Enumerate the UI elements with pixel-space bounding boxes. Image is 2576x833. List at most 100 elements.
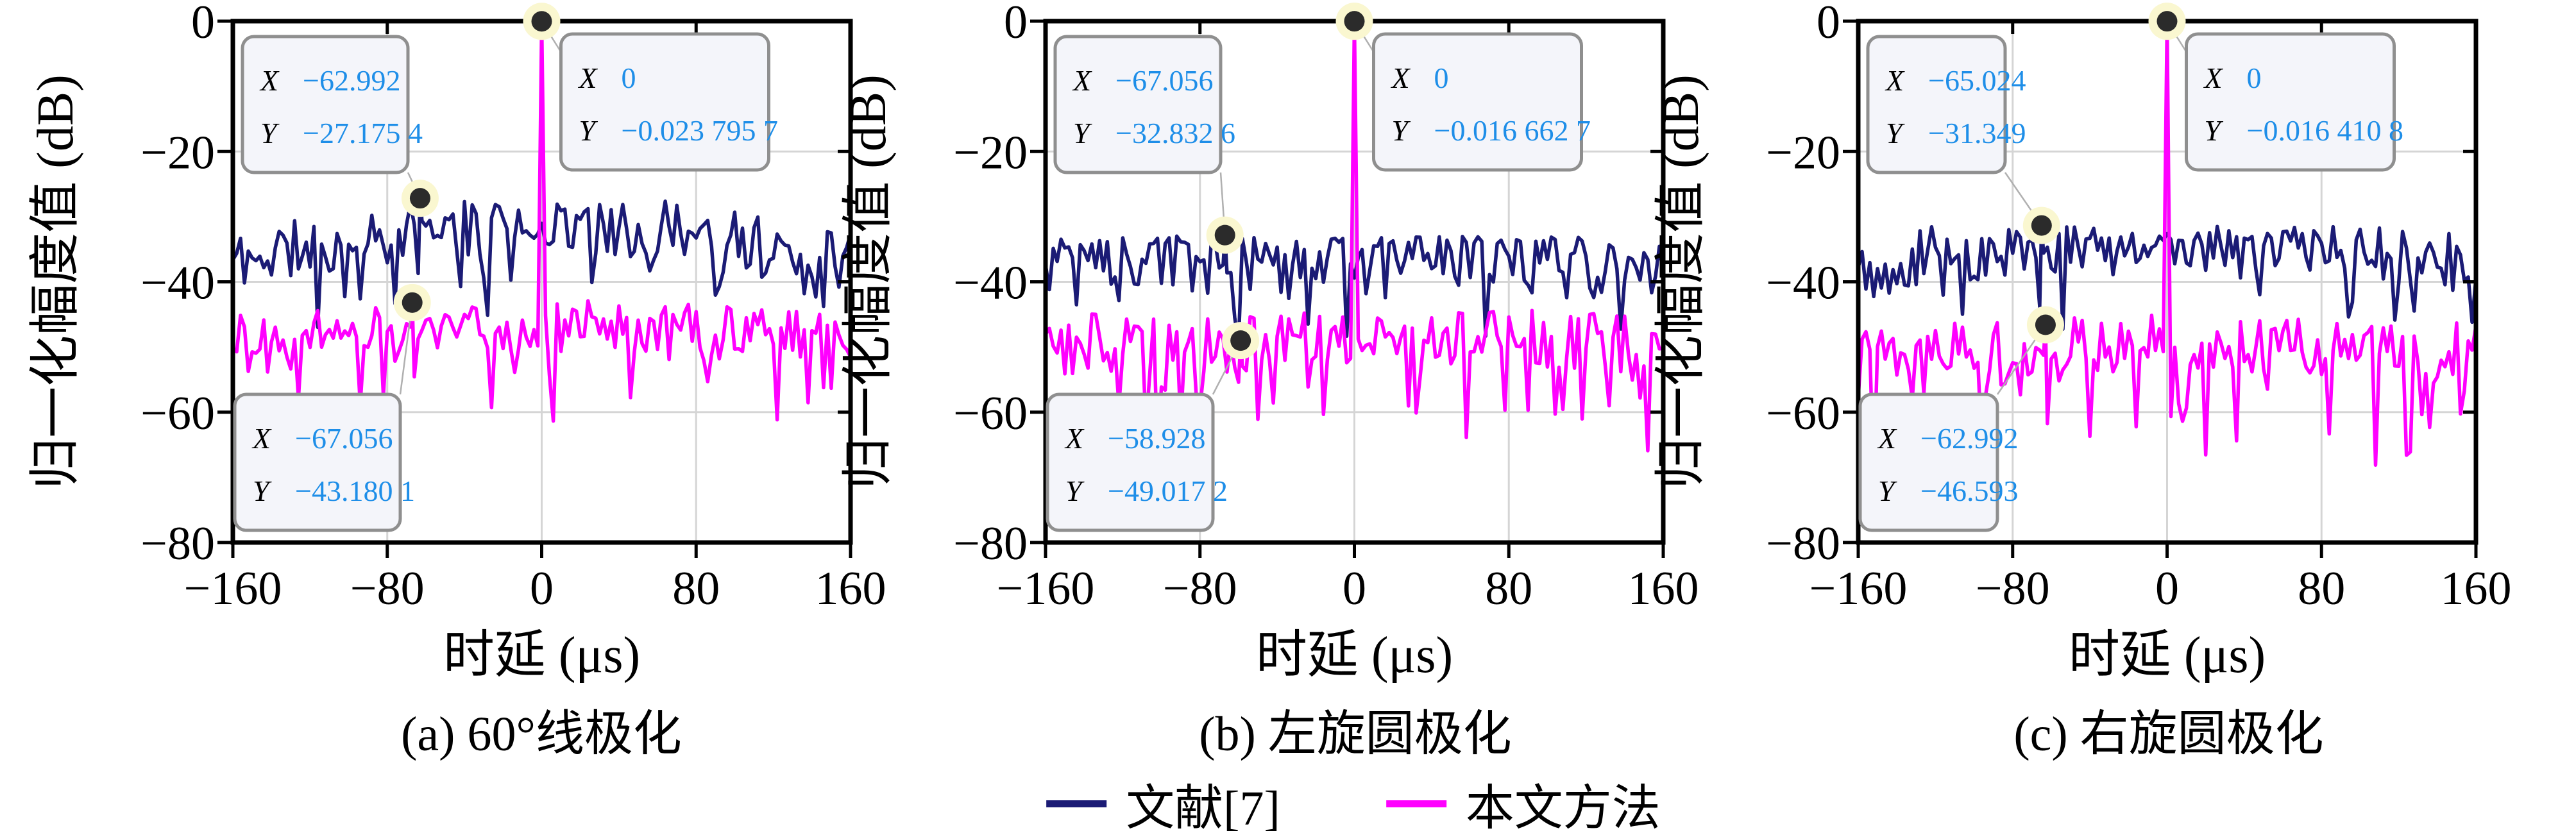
datatip-row-value: −43.180 1 xyxy=(295,475,415,507)
datatip-row-value: −31.349 xyxy=(1928,117,2026,149)
y-tick-label: −80 xyxy=(140,517,215,570)
datatip-row-label: X xyxy=(1072,64,1092,97)
x-axis-label: 时延 (μs) xyxy=(1256,627,1453,684)
datatip-marker xyxy=(409,188,430,209)
y-axis-label: 归一化幅度值 (dB) xyxy=(28,74,84,489)
y-tick-label: 0 xyxy=(1817,0,1840,49)
subplot-caption-a: (a) 60°线极化 xyxy=(401,707,682,761)
x-tick-label: 160 xyxy=(815,562,886,615)
datatip-row-value: −62.992 xyxy=(1920,422,2018,455)
datatip-row-value: −58.928 xyxy=(1108,422,1205,455)
y-tick-label: −60 xyxy=(140,387,215,440)
series-line-proposed xyxy=(233,21,851,423)
datatip-row-value: −0.016 662 7 xyxy=(1434,114,1591,147)
datatip-row-label: X xyxy=(1064,422,1085,455)
y-tick-label: −40 xyxy=(1766,257,1840,310)
datatip-row-label: Y xyxy=(1878,475,1897,507)
datatip-row-label: Y xyxy=(253,475,272,507)
x-tick-label: 160 xyxy=(2441,562,2512,615)
datatip-row-label: Y xyxy=(579,114,598,147)
datatip-marker xyxy=(2157,11,2178,32)
datatip-marker xyxy=(531,11,552,32)
x-tick-label: 0 xyxy=(530,562,554,615)
datatip-marker xyxy=(1230,330,1251,351)
legend-item-proposed: 本文方法 xyxy=(1385,768,1661,833)
datatip-row-value: −32.832 6 xyxy=(1115,117,1235,149)
y-axis-label: 归一化幅度值 (dB) xyxy=(840,74,897,489)
datatip-row-label: Y xyxy=(1392,114,1411,147)
subplot-caption-b: (b) 左旋圆极化 xyxy=(1199,707,1512,761)
datatip-row-label: X xyxy=(1391,62,1411,94)
x-tick-label: −80 xyxy=(1976,562,2050,615)
datatip-row-value: −0.023 795 7 xyxy=(622,114,778,147)
y-tick-label: −60 xyxy=(953,387,1028,440)
legend: 文献[7] 本文方法 xyxy=(1046,768,1661,833)
x-tick-label: 160 xyxy=(1628,562,1699,615)
legend-label-proposed: 本文方法 xyxy=(1465,782,1661,833)
datatip-row-value: −0.016 410 8 xyxy=(2247,114,2403,147)
x-tick-label: −160 xyxy=(184,562,282,615)
datatip-marker xyxy=(2031,215,2052,236)
datatip-row-label: Y xyxy=(260,117,280,149)
datatip-row-label: X xyxy=(578,62,598,94)
datatip-row-value: −65.024 xyxy=(1928,64,2026,97)
datatip-box xyxy=(1372,32,1583,172)
datatip-row-label: X xyxy=(259,64,280,97)
x-tick-label: −80 xyxy=(1163,562,1237,615)
y-tick-label: 0 xyxy=(191,0,215,49)
datatip-box xyxy=(559,32,770,172)
datatip-row-value: −46.593 xyxy=(1920,475,2018,507)
x-tick-label: −80 xyxy=(350,562,425,615)
x-tick-label: 80 xyxy=(672,562,720,615)
y-tick-label: −60 xyxy=(1766,387,1840,440)
datatip-box xyxy=(1858,392,1999,532)
datatip-marker xyxy=(1344,11,1365,32)
datatip-row-label: X xyxy=(1877,422,1897,455)
y-tick-label: 0 xyxy=(1004,0,1028,49)
legend-swatch-proposed xyxy=(1385,800,1446,807)
y-axis-label: 归一化幅度值 (dB) xyxy=(1653,74,1709,489)
datatip-row-value: −67.056 xyxy=(295,422,393,455)
series-line-proposed xyxy=(1046,21,1663,457)
y-tick-label: −40 xyxy=(953,257,1028,310)
datatip-row-label: X xyxy=(1885,64,1905,97)
datatip-row-value: −49.017 2 xyxy=(1108,475,1228,507)
datatip-row-value: 0 xyxy=(2247,62,2262,94)
datatip-row-label: X xyxy=(251,422,272,455)
datatip-box xyxy=(1866,35,2007,174)
datatip-row-value: 0 xyxy=(622,62,636,94)
datatip-box xyxy=(1046,392,1215,532)
y-tick-label: −20 xyxy=(140,126,215,179)
x-tick-label: 80 xyxy=(2298,562,2345,615)
y-tick-label: −80 xyxy=(953,517,1028,570)
datatip-box xyxy=(241,35,410,174)
datatip-marker xyxy=(402,292,423,313)
datatip-row-label: Y xyxy=(1065,475,1085,507)
datatip-row-value: 0 xyxy=(1434,62,1449,94)
datatip-row-value: −62.992 xyxy=(303,64,400,97)
x-tick-label: −160 xyxy=(997,562,1095,615)
datatip-row-label: X xyxy=(2203,62,2224,94)
datatip-box xyxy=(2185,32,2396,172)
datatip-row-label: Y xyxy=(1073,117,1092,149)
x-tick-label: 80 xyxy=(1485,562,1532,615)
legend-swatch-reference xyxy=(1046,800,1107,807)
y-tick-label: −40 xyxy=(140,257,215,310)
y-tick-label: −20 xyxy=(953,126,1028,179)
datatip-marker xyxy=(1214,224,1235,246)
y-tick-label: −80 xyxy=(1766,517,1840,570)
x-tick-label: 0 xyxy=(2155,562,2179,615)
series-line-proposed xyxy=(1858,21,2476,484)
datatip-row-label: Y xyxy=(1886,117,1905,149)
subplot-caption-c: (c) 右旋圆极化 xyxy=(2013,707,2324,761)
datatip-box xyxy=(233,392,402,532)
legend-item-reference: 文献[7] xyxy=(1046,768,1280,833)
x-axis-label: 时延 (μs) xyxy=(2069,627,2266,684)
legend-label-reference: 文献[7] xyxy=(1126,782,1280,833)
x-tick-label: −160 xyxy=(1809,562,1908,615)
